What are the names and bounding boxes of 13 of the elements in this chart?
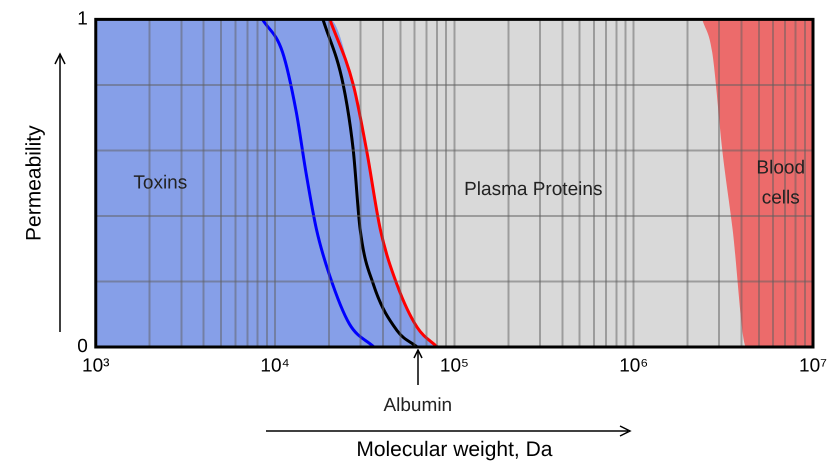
x-tick-label: 10⁴ bbox=[260, 356, 290, 377]
y-axis-title: Permeability bbox=[22, 124, 46, 241]
x-tick-label: 10⁶ bbox=[619, 356, 648, 377]
y-tick-label: 1 bbox=[77, 8, 88, 30]
text: Albumin bbox=[383, 395, 452, 416]
x-tick-label: 10⁵ bbox=[440, 356, 469, 377]
y-tick-label: 0 bbox=[77, 336, 88, 358]
annotation: Plasma Proteins bbox=[464, 178, 602, 200]
x-axis-title: Molecular weight, Da bbox=[356, 438, 553, 462]
annotation: Toxins bbox=[133, 172, 188, 194]
x-tick-label: 10³ bbox=[82, 356, 110, 377]
annotation: Blood cells bbox=[756, 157, 806, 208]
x-tick-label: 10⁷ bbox=[798, 356, 828, 377]
